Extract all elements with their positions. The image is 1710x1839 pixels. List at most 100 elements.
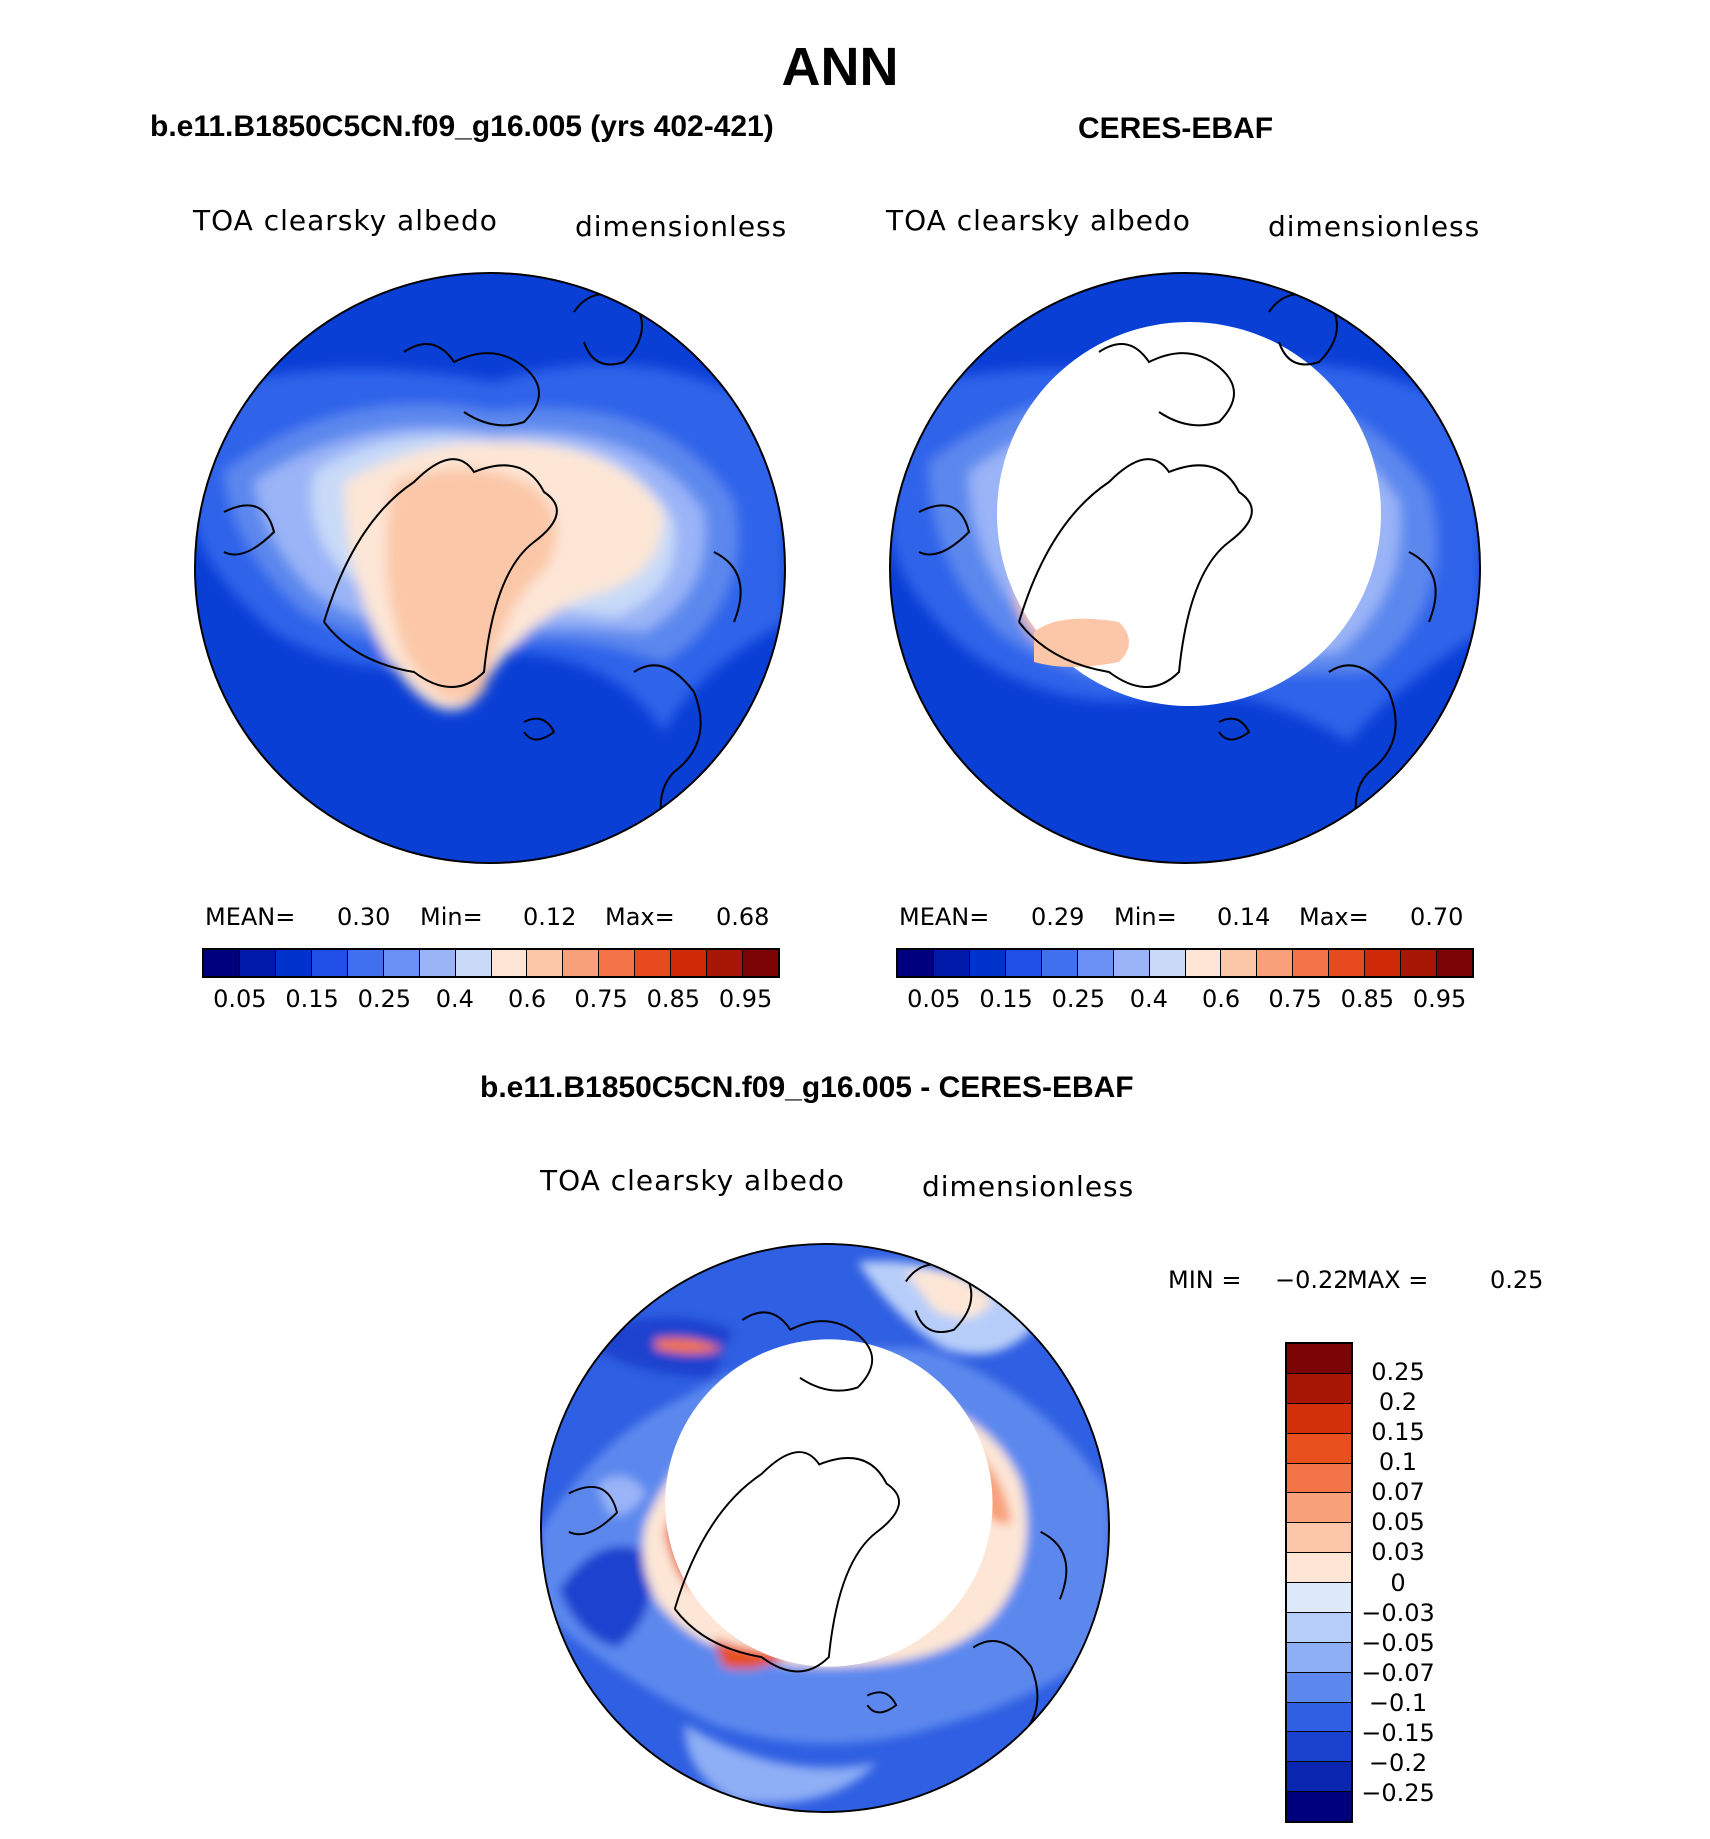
colorbar-tick-label: 0.6 [508,985,547,1013]
colorbar-swatch [1077,950,1114,976]
model-min-label: Min= [420,903,483,931]
model-colorbar-ticks: 0.05 0.15 0.25 0.4 0.6 0.75 0.85 0.95 [202,985,780,1015]
colorbar-swatch [1149,950,1186,976]
colorbar-tick-label: 0.03 [1371,1538,1425,1567]
figure-title: ANN [781,37,899,97]
obs-polar-map [889,272,1481,864]
colorbar-swatch [1257,950,1294,976]
colorbar-tick-label: 0.05 [1371,1508,1425,1537]
colorbar-swatch [204,950,240,976]
obs-panel-title: CERES-EBAF [1078,112,1274,145]
colorbar-swatch [1287,1792,1351,1821]
diff-units-label: dimensionless [922,1170,1135,1203]
colorbar-tick-label: 0 [1390,1568,1406,1597]
model-polar-map [194,272,786,864]
colorbar-tick-label: −0.2 [1368,1748,1428,1777]
colorbar-swatch [1287,1642,1351,1673]
obs-max-value: 0.70 [1410,903,1464,931]
diff-colorbar-ticks: 0.25 0.2 0.15 0.1 0.07 0.05 0.03 0 −0.03 −0.05 −0.… [1358,1342,1478,1823]
colorbar-tick-label: −0.15 [1361,1718,1435,1747]
diff-min-label: MIN = [1168,1266,1242,1294]
colorbar-swatch [1287,1344,1351,1374]
colorbar-swatch [1221,950,1258,976]
colorbar-swatch [383,950,420,976]
colorbar-tick-label: 0.85 [1340,985,1395,1013]
colorbar-swatch [1287,1433,1351,1464]
colorbar-tick-label: 0.75 [1268,985,1322,1013]
colorbar-swatch [347,950,384,976]
model-max-label: Max= [605,903,675,931]
obs-min-label: Min= [1114,903,1177,931]
model-variable-label: TOA clearsky albedo [193,204,498,237]
colorbar-swatch [1287,1702,1351,1733]
colorbar-swatch [1287,1583,1351,1613]
colorbar-swatch [1113,950,1150,976]
diff-min-value: −0.22 [1275,1266,1349,1294]
colorbar-swatch [1185,950,1222,976]
colorbar-tick-label: 0.2 [1378,1388,1418,1417]
colorbar-tick-label: 0.4 [1129,985,1168,1013]
obs-colorbar [896,948,1474,978]
diff-colorbar [1285,1342,1353,1823]
colorbar-swatch [933,950,970,976]
obs-units-label: dimensionless [1268,210,1481,243]
colorbar-swatch [419,950,456,976]
model-max-value: 0.68 [716,903,770,931]
model-mean-value: 0.30 [337,903,391,931]
colorbar-swatch [1287,1732,1351,1763]
colorbar-swatch [1287,1553,1351,1583]
colorbar-swatch [743,950,778,976]
model-panel-title: b.e11.B1850C5CN.f09_g16.005 (yrs 402-421… [150,110,774,143]
colorbar-swatch [1437,950,1472,976]
diff-variable-label: TOA clearsky albedo [540,1164,845,1197]
colorbar-tick-label: 0.25 [1051,985,1106,1013]
model-colorbar [202,948,780,978]
colorbar-swatch [1401,950,1438,976]
colorbar-tick-label: 0.85 [646,985,701,1013]
colorbar-swatch [455,950,492,976]
colorbar-swatch [599,950,636,976]
colorbar-tick-label: 0.07 [1371,1478,1425,1507]
colorbar-swatch [969,950,1006,976]
colorbar-swatch [491,950,528,976]
colorbar-swatch [1329,950,1366,976]
colorbar-swatch [1041,950,1078,976]
colorbar-tick-label: 0.1 [1378,1448,1418,1477]
colorbar-swatch [1287,1463,1351,1494]
colorbar-swatch [635,950,672,976]
colorbar-tick-label: 0.6 [1202,985,1241,1013]
diff-max-label: MAX = [1347,1266,1429,1294]
model-units-label: dimensionless [575,210,788,243]
colorbar-swatch [1287,1612,1351,1643]
colorbar-swatch [1287,1373,1351,1404]
colorbar-tick-label: −0.03 [1361,1598,1435,1627]
colorbar-tick-label: 0.95 [718,985,773,1013]
colorbar-tick-label: 0.25 [1371,1358,1425,1387]
diff-polar-map [540,1243,1110,1813]
colorbar-swatch [1293,950,1330,976]
colorbar-swatch [1287,1493,1351,1524]
obs-min-value: 0.14 [1217,903,1271,931]
colorbar-swatch [1287,1403,1351,1434]
colorbar-tick-label: 0.05 [907,985,961,1013]
obs-mean-label: MEAN= [899,903,990,931]
colorbar-tick-label: 0.95 [1412,985,1467,1013]
obs-max-label: Max= [1299,903,1369,931]
colorbar-tick-label: 0.15 [285,985,339,1013]
model-min-value: 0.12 [523,903,577,931]
colorbar-tick-label: 0.15 [979,985,1033,1013]
diff-max-value: 0.25 [1490,1266,1544,1294]
colorbar-tick-label: −0.05 [1361,1628,1435,1657]
colorbar-swatch [1365,950,1402,976]
colorbar-swatch [707,950,744,976]
colorbar-tick-label: 0.05 [213,985,267,1013]
obs-mean-value: 0.29 [1031,903,1085,931]
colorbar-swatch [1005,950,1042,976]
colorbar-tick-label: 0.15 [1371,1418,1425,1447]
colorbar-tick-label: −0.07 [1361,1658,1435,1687]
colorbar-swatch [311,950,348,976]
colorbar-tick-label: 0.75 [574,985,628,1013]
colorbar-swatch [563,950,600,976]
obs-variable-label: TOA clearsky albedo [886,204,1191,237]
colorbar-swatch [275,950,312,976]
